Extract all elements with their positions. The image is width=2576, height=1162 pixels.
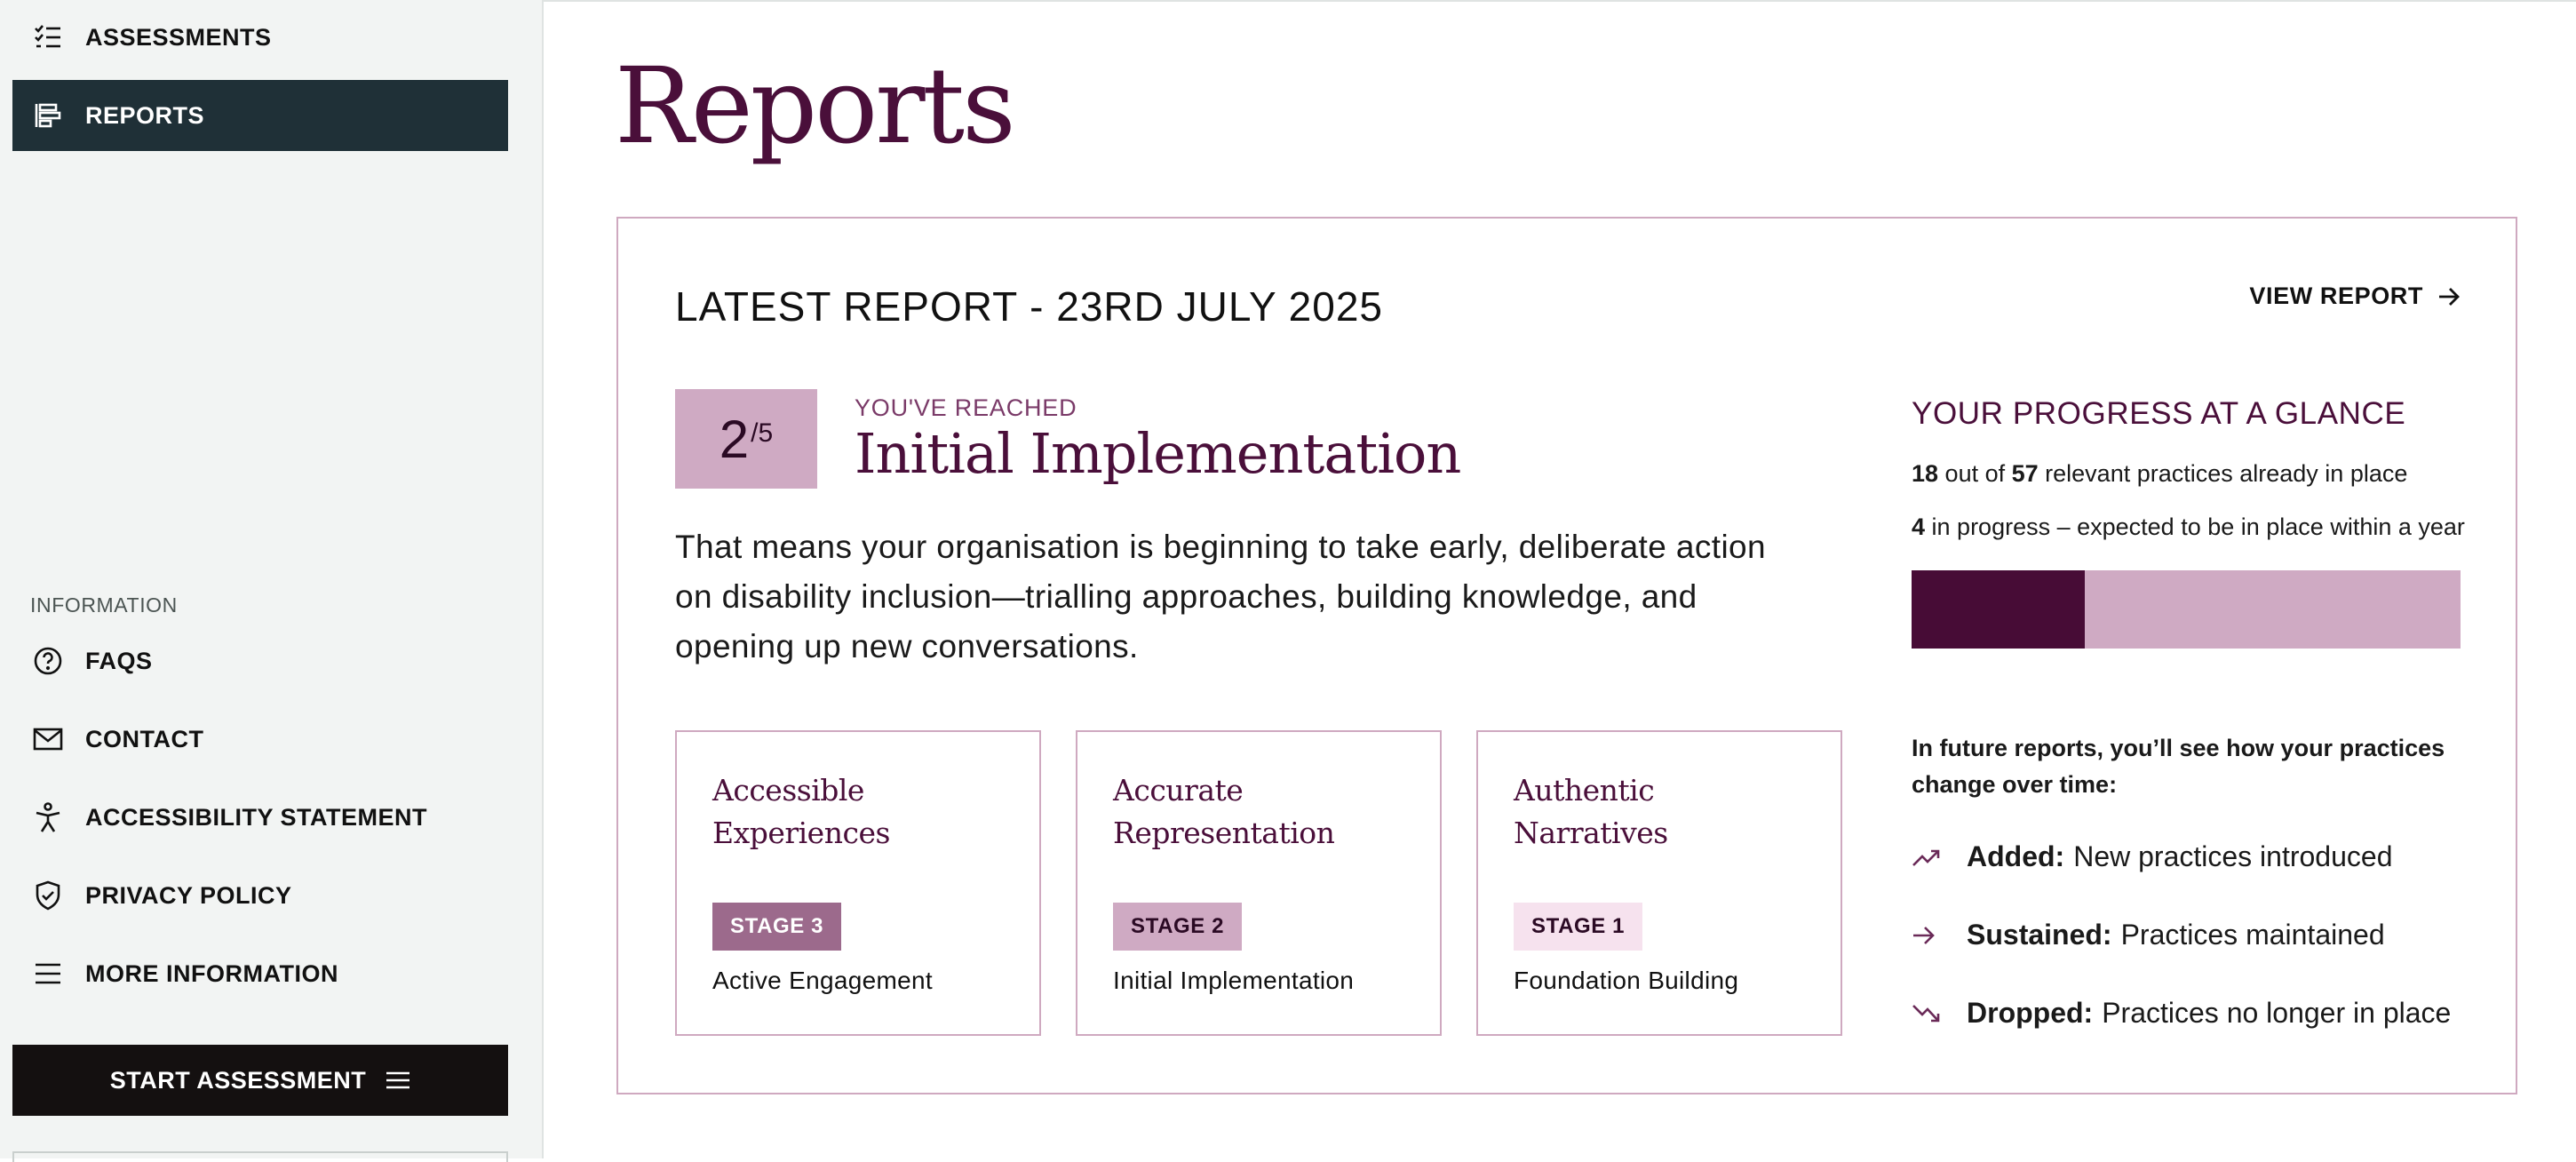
sidebar-item-accessibility-statement[interactable]: ACCESSIBILITY STATEMENT <box>12 782 508 853</box>
sidebar-label-contact: CONTACT <box>85 725 204 752</box>
pillar-card: Accurate Representation STAGE 2 Initial … <box>1076 730 1442 1036</box>
nav-label-reports: REPORTS <box>85 101 205 129</box>
in-place-count: 18 <box>1912 460 1939 487</box>
pillar-card: Accessible Experiences STAGE 3 Active En… <box>675 730 1041 1036</box>
pillar-card-title: Authentic Narratives <box>1514 773 1668 850</box>
sidebar-label-accessibility: ACCESSIBILITY STATEMENT <box>85 803 428 831</box>
accessibility-person-icon <box>32 801 64 833</box>
practices-in-place-text: 18 out of 57 relevant practices already … <box>1912 460 2407 488</box>
sidebar-item-privacy-policy[interactable]: PRIVACY POLICY <box>12 860 508 931</box>
sidebar-label-faqs: FAQS <box>85 647 153 674</box>
nav-label-assessments: ASSESSMENTS <box>85 23 272 51</box>
stage-badge: STAGE 3 <box>712 903 842 951</box>
sidebar: ASSESSMENTS REPORTS INFORMATION FAQS <box>0 0 544 1162</box>
stage-badge: STAGE 1 <box>1514 903 1643 951</box>
sidebar-label-privacy: PRIVACY POLICY <box>85 881 292 909</box>
stage-score-max: /5 <box>751 418 774 448</box>
stage-score-badge: 2/5 <box>675 389 817 489</box>
trend-up-icon <box>1912 848 1945 867</box>
legend-added-label: Added: <box>1967 840 2065 872</box>
trend-down-icon <box>1912 1003 1945 1024</box>
pillar-card-stage-name: Active Engagement <box>712 967 933 994</box>
legend-added: Added: New practices introduced <box>1912 840 2392 873</box>
pillar-card-stage-name: Foundation Building <box>1514 967 1739 994</box>
latest-report-card: LATEST REPORT - 23RD JULY 2025 VIEW REPO… <box>616 217 2517 1094</box>
checklist-icon <box>32 21 64 53</box>
information-section-label: INFORMATION <box>30 593 178 617</box>
stage-badge: STAGE 2 <box>1113 903 1243 951</box>
legend-dropped-label: Dropped: <box>1967 997 2094 1029</box>
in-place-suffix: relevant practices already in place <box>2038 460 2408 487</box>
future-reports-text: In future reports, you’ll see how your p… <box>1912 735 2445 798</box>
sidebar-label-more-info: MORE INFORMATION <box>85 959 338 987</box>
legend-added-text: New practices introduced <box>2073 840 2393 872</box>
current-stage-name: Initial Implementation <box>855 421 1461 486</box>
legend-sustained-label: Sustained: <box>1967 919 2112 951</box>
view-report-link[interactable]: VIEW REPORT <box>2249 283 2461 310</box>
in-progress-count: 4 <box>1912 513 1926 540</box>
envelope-icon <box>32 723 64 755</box>
view-report-label: VIEW REPORT <box>2249 283 2423 309</box>
arrow-right-icon <box>2437 287 2461 306</box>
in-progress-suffix: in progress – expected to be in place wi… <box>1925 513 2465 540</box>
question-circle-icon <box>32 645 64 677</box>
progress-bar-fill <box>1912 570 2086 649</box>
menu-lines-icon <box>386 1070 410 1090</box>
sidebar-item-faqs[interactable]: FAQS <box>12 625 508 696</box>
legend-sustained-text: Practices maintained <box>2120 919 2385 951</box>
practices-in-progress-text: 4 in progress – expected to be in place … <box>1912 513 2465 541</box>
sidebar-item-more-information[interactable]: MORE INFORMATION <box>12 938 508 1009</box>
legend-dropped: Dropped: Practices no longer in place <box>1912 997 2451 1030</box>
legend-sustained: Sustained: Practices maintained <box>1912 919 2385 951</box>
nav-item-reports[interactable]: REPORTS <box>12 80 508 151</box>
report-bars-icon <box>32 99 64 131</box>
total-practices-count: 57 <box>2011 460 2039 487</box>
arrow-right-icon <box>1912 926 1945 945</box>
latest-report-title: LATEST REPORT - 23RD JULY 2025 <box>675 283 1383 330</box>
progress-glance-title: YOUR PROGRESS AT A GLANCE <box>1912 396 2406 431</box>
pillar-card: Authentic Narratives STAGE 1 Foundation … <box>1476 730 1842 1036</box>
menu-lines-icon <box>32 958 64 990</box>
reached-label: YOU'VE REACHED <box>855 394 1077 421</box>
sidebar-item-contact[interactable]: CONTACT <box>12 704 508 775</box>
start-assessment-button[interactable]: START ASSESSMENT <box>12 1045 508 1116</box>
nav-item-assessments[interactable]: ASSESSMENTS <box>12 2 508 73</box>
pillar-card-stage-name: Initial Implementation <box>1113 967 1355 994</box>
start-assessment-label: START ASSESSMENT <box>109 1066 367 1094</box>
pillar-card-title: Accurate Representation <box>1113 773 1335 850</box>
pillar-card-title: Accessible Experiences <box>712 773 890 850</box>
legend-dropped-text: Practices no longer in place <box>2102 997 2452 1029</box>
stage-score-value: 2 <box>719 409 750 469</box>
progress-bar <box>1912 570 2461 649</box>
sidebar-bottom-element <box>12 1151 508 1162</box>
stage-description: That means your organisation is beginnin… <box>675 529 1767 665</box>
out-of-text: out of <box>1938 460 2012 487</box>
page-title: Reports <box>615 44 1016 167</box>
main-content: Reports LATEST REPORT - 23RD JULY 2025 V… <box>544 0 2576 1158</box>
shield-check-icon <box>32 879 64 911</box>
